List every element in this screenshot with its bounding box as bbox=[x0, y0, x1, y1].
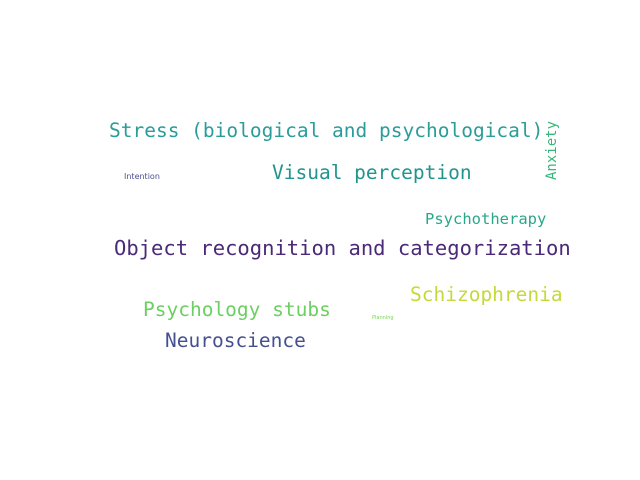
word-visual-perception: Visual perception bbox=[272, 161, 472, 184]
word-psychotherapy: Psychotherapy bbox=[425, 210, 547, 228]
word-object-recognition: Object recognition and categorization bbox=[114, 236, 571, 260]
word-schizophrenia: Schizophrenia bbox=[410, 283, 563, 306]
word-planning: Planning bbox=[372, 315, 394, 321]
word-neuroscience: Neuroscience bbox=[165, 329, 306, 352]
word-stress: Stress (biological and psychological) bbox=[109, 119, 544, 142]
word-anxiety: Anxiety bbox=[544, 120, 560, 180]
word-psychology-stubs: Psychology stubs bbox=[143, 298, 331, 321]
word-intention: Intention bbox=[124, 172, 160, 181]
